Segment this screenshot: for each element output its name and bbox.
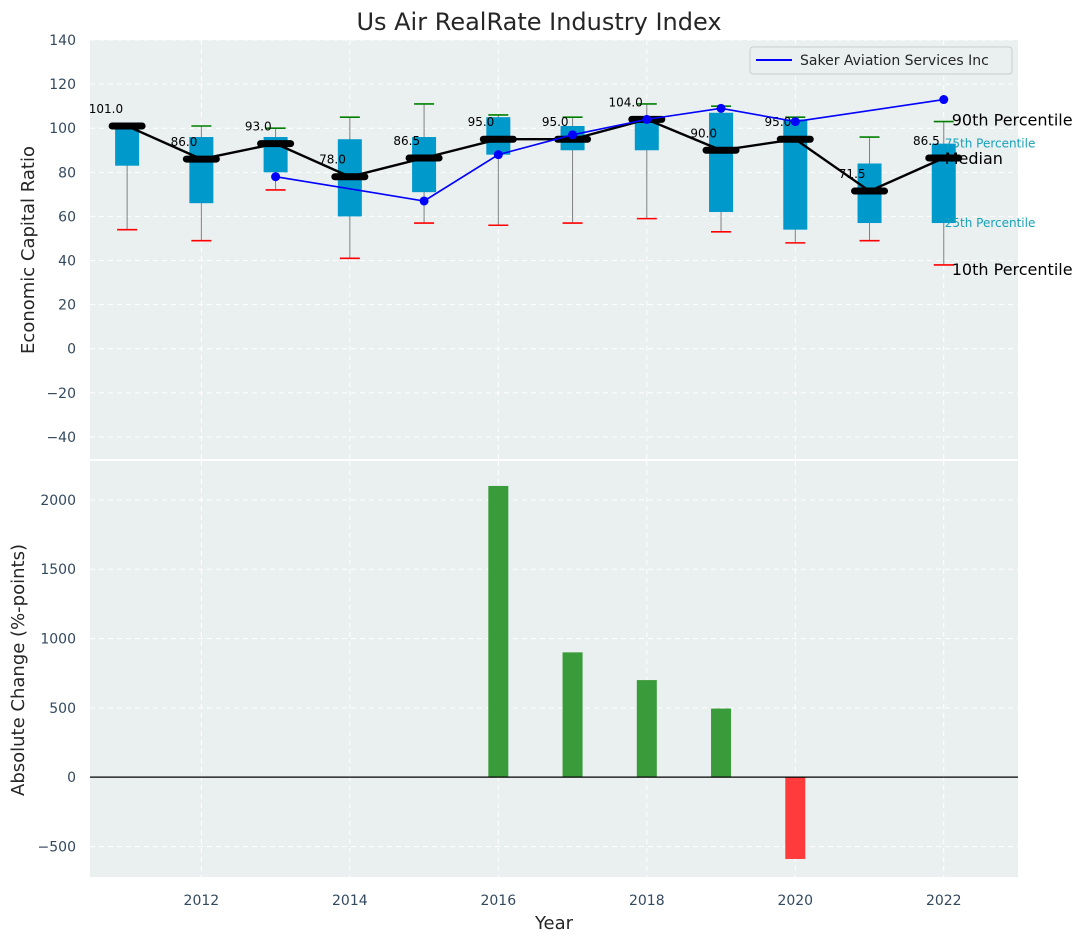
- change-bar: [711, 708, 732, 778]
- bottom-y-tick-label: 0: [67, 770, 76, 786]
- x-tick-label: 2020: [777, 893, 813, 909]
- x-tick-label: 2014: [332, 893, 368, 909]
- top-y-tick-label: 140: [49, 33, 76, 49]
- median-value-label: 95.0: [542, 115, 569, 129]
- x-tick-label: 2012: [184, 893, 220, 909]
- top-y-tick-label: −40: [46, 430, 76, 446]
- median-annotation: Median: [945, 149, 1003, 168]
- bottom-y-tick-label: 500: [49, 701, 76, 717]
- top-y-tick-label: −20: [46, 386, 76, 402]
- median-value-label: 86.5: [393, 134, 420, 148]
- p10-annotation: 10th Percentile: [952, 260, 1073, 279]
- x-tick-label: 2016: [480, 893, 516, 909]
- change-bar: [636, 680, 657, 778]
- legend-box: [749, 46, 1013, 75]
- bottom-y-tick-label: 2000: [40, 493, 76, 509]
- top-y-tick-label: 0: [67, 342, 76, 358]
- top-y-axis-label: Economic Capital Ratio: [18, 146, 39, 354]
- change-bar: [562, 652, 583, 778]
- company-point: [716, 103, 726, 113]
- box: [189, 137, 214, 204]
- top-y-tick-label: 80: [58, 165, 76, 181]
- top-y-tick-label: 100: [49, 121, 76, 137]
- bottom-y-axis-label: Absolute Change (%-points): [8, 544, 29, 796]
- box: [412, 137, 437, 193]
- median-value-label: 95.0: [468, 115, 495, 129]
- box: [709, 112, 734, 213]
- box: [634, 119, 659, 151]
- x-axis-label: Year: [534, 913, 574, 934]
- change-bar: [785, 777, 806, 859]
- top-y-tick-label: 120: [49, 77, 76, 93]
- chart-title: Us Air RealRate Industry Index: [356, 8, 721, 36]
- company-line: [275, 98, 944, 202]
- x-tick-label: 2022: [926, 893, 962, 909]
- company-point: [271, 172, 281, 182]
- median-value-label: 90.0: [690, 126, 717, 140]
- median-value-label: 78.0: [319, 153, 346, 167]
- box-panel: −40 −20 0 20 40 60 80 100 120 140 101.0 86.0 93.0 78.…: [46, 33, 1073, 459]
- box: [115, 126, 140, 166]
- top-y-tick-label: 60: [58, 209, 76, 225]
- top-y-tick-label: 40: [58, 254, 76, 270]
- median-value-label: 93.0: [245, 120, 272, 134]
- top-plot-background: [90, 40, 1018, 459]
- median-value-label: 95.0: [765, 115, 792, 129]
- company-point: [642, 114, 652, 124]
- company-point: [790, 117, 800, 127]
- change-bar: [488, 485, 509, 778]
- company-point: [493, 150, 503, 160]
- bottom-y-tick-label: −500: [38, 839, 76, 855]
- median-value-label: 101.0: [89, 102, 123, 116]
- bottom-y-tick-label: 1500: [40, 562, 76, 578]
- median-value-label: 86.0: [171, 135, 198, 149]
- median-value-label: 71.5: [839, 167, 866, 181]
- p25-annotation: 25th Percentile: [945, 216, 1036, 230]
- median-value-label: 104.0: [608, 95, 642, 109]
- company-point: [568, 130, 578, 140]
- median-value-label: 86.5: [913, 134, 940, 148]
- top-y-tick-label: 20: [58, 298, 76, 314]
- bar-panel: −500 0 500 1000 1500 2000 2012 2014 2016 2018 2020…: [38, 461, 1018, 909]
- company-point: [939, 95, 949, 105]
- p90-annotation: 90th Percentile: [952, 111, 1073, 130]
- p75-annotation: 75th Percentile: [945, 137, 1036, 151]
- legend-label: Saker Aviation Services Inc: [800, 53, 989, 69]
- legend[interactable]: Saker Aviation Services Inc: [749, 46, 1013, 75]
- company-point: [419, 196, 429, 206]
- x-tick-label: 2018: [629, 893, 665, 909]
- bottom-y-tick-label: 1000: [40, 631, 76, 647]
- bottom-plot-background: [90, 461, 1018, 877]
